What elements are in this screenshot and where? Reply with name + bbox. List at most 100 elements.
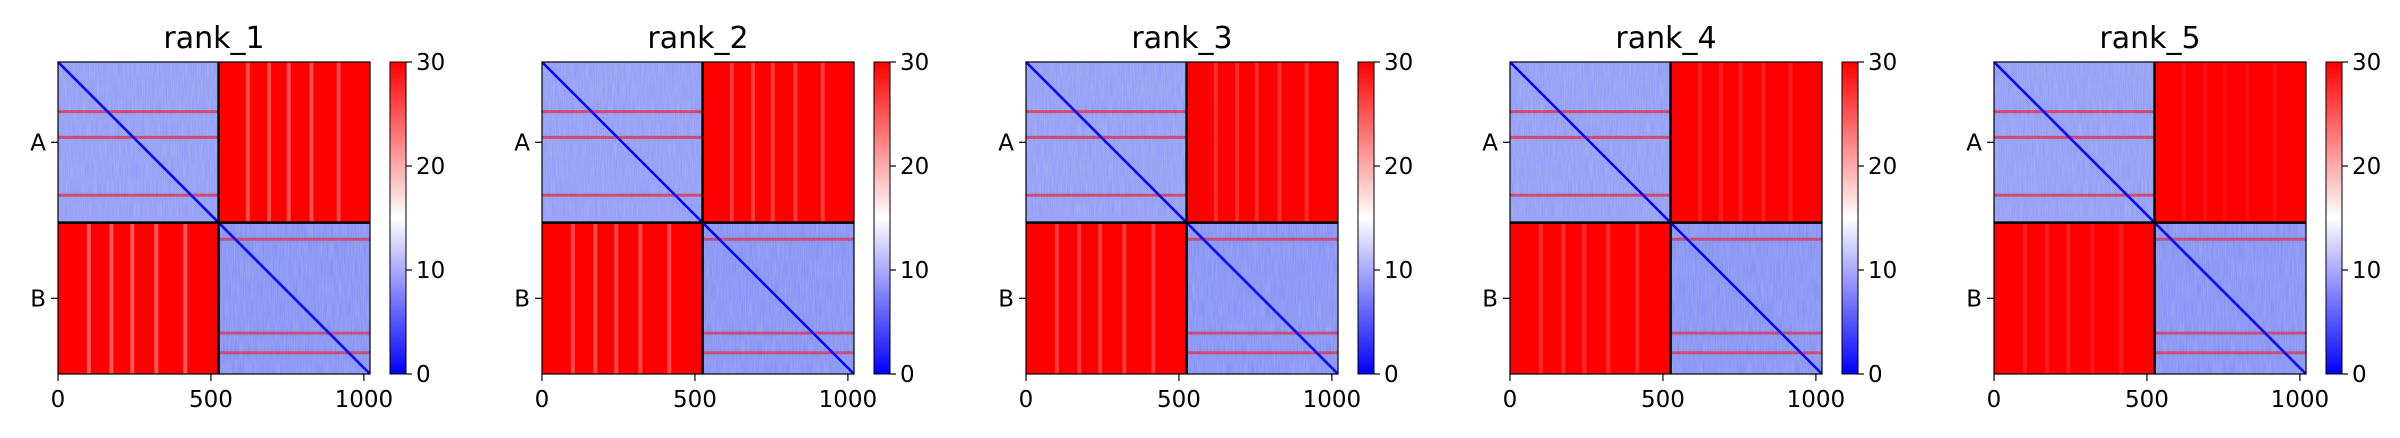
block-a-b	[1186, 62, 1338, 223]
block-a-b	[1670, 62, 1822, 223]
streak-ab-2	[286, 62, 291, 223]
band-b-1	[218, 331, 370, 335]
xtick-label: 500	[1157, 387, 1201, 413]
colorbar-gradient	[873, 61, 891, 375]
streak-ba-0	[1538, 222, 1543, 374]
panel-3: rank_3 A B 0 500 1000 0 10 20 30	[998, 21, 1413, 413]
block-b-a	[1510, 222, 1671, 374]
block-a-b	[2154, 62, 2306, 223]
xtick-label: 0	[1503, 387, 1518, 413]
band-a-1	[58, 135, 219, 139]
streak-ab-4	[820, 62, 825, 223]
colorbar: 0 10 20 30	[2325, 50, 2381, 388]
colorbar-tick-label: 0	[900, 362, 915, 388]
colorbar-tick-label: 10	[900, 258, 929, 284]
colorbar-gradient	[1841, 61, 1859, 375]
panel-title: rank_2	[647, 21, 748, 56]
streak-ab-4	[1788, 62, 1793, 223]
xtick-label: 0	[1987, 387, 2002, 413]
block-b-a	[58, 222, 219, 374]
band-a-0	[542, 110, 703, 114]
band-b-0	[2154, 237, 2306, 241]
ytick-label: A	[30, 130, 46, 156]
band-a-0	[58, 110, 219, 114]
xtick-label: 1000	[1303, 387, 1362, 413]
streak-ab-1	[267, 62, 272, 223]
xtick-label: 0	[535, 387, 550, 413]
streak-ba-0	[1054, 222, 1059, 374]
streak-ba-3	[638, 222, 643, 374]
streak-ba-3	[1606, 222, 1611, 374]
diagonal	[1993, 61, 2307, 375]
streak-ab-1	[2203, 62, 2208, 223]
block-b-a	[542, 222, 703, 374]
band-b-0	[218, 237, 370, 241]
colorbar-tick-label: 10	[1384, 258, 1413, 284]
band-b-2	[1670, 351, 1822, 355]
panel-4: rank_4 A B 0 500 1000 0 10 20 30	[1482, 21, 1897, 413]
band-a-1	[542, 135, 703, 139]
ytick-label: B	[514, 286, 530, 312]
colorbar-gradient	[1357, 61, 1375, 375]
diagonal	[1509, 61, 1823, 375]
ytick-label: A	[514, 130, 530, 156]
xtick-label: 500	[2125, 387, 2169, 413]
block-b-a	[1026, 222, 1187, 374]
panel-title: rank_4	[1615, 21, 1716, 56]
streak-ba-4	[1635, 222, 1640, 374]
block-a-b	[702, 62, 854, 223]
streak-ab-3	[2245, 62, 2250, 223]
colorbar-tick-label: 30	[1868, 50, 1897, 76]
panel-1: rank_1 A B 0 500 1000 0 10 20 30	[30, 21, 445, 413]
panel-title: rank_5	[2099, 21, 2200, 56]
band-b-1	[702, 331, 854, 335]
heatmap	[541, 61, 855, 375]
plot-frame	[1025, 61, 1339, 375]
colorbar: 0 10 20 30	[389, 50, 445, 388]
diagonal	[1025, 61, 1339, 375]
panel-title: rank_3	[1131, 21, 1232, 56]
streak-ab-0	[729, 62, 734, 223]
ytick-label: B	[1482, 286, 1498, 312]
band-b-2	[218, 351, 370, 355]
streak-ab-3	[793, 62, 798, 223]
heatmap	[1025, 61, 1339, 375]
band-a-2	[542, 193, 703, 197]
streak-ab-0	[1213, 62, 1218, 223]
colorbar-tick-label: 10	[416, 258, 445, 284]
colorbar: 0 10 20 30	[1357, 50, 1413, 388]
plot-frame	[1993, 61, 2307, 375]
heatmap	[1509, 61, 1823, 375]
band-a-2	[1994, 193, 2155, 197]
streak-ab-1	[1235, 62, 1240, 223]
block-b-a	[1994, 222, 2155, 374]
ytick-label: A	[998, 130, 1014, 156]
streak-ba-1	[109, 222, 114, 374]
xtick-label: 500	[189, 387, 233, 413]
band-a-0	[1510, 110, 1671, 114]
streak-ab-4	[2272, 62, 2277, 223]
streak-ab-2	[1254, 62, 1259, 223]
colorbar-gradient	[389, 61, 407, 375]
plot-frame	[1509, 61, 1823, 375]
panel-title: rank_1	[163, 21, 264, 56]
diagonal	[57, 61, 371, 375]
ytick-label: B	[30, 286, 46, 312]
colorbar-tick-label: 10	[2352, 258, 2381, 284]
colorbar-tick-label: 30	[1384, 50, 1413, 76]
band-a-1	[1994, 135, 2155, 139]
ytick-label: A	[1966, 130, 1982, 156]
streak-ab-2	[1738, 62, 1743, 223]
streak-ab-4	[1304, 62, 1309, 223]
colorbar-tick-label: 0	[1384, 362, 1399, 388]
streak-ba-2	[1582, 222, 1587, 374]
streak-ba-4	[1151, 222, 1156, 374]
streak-ba-1	[1077, 222, 1082, 374]
streak-ab-1	[751, 62, 756, 223]
colorbar-tick-label: 10	[1868, 258, 1897, 284]
streak-ba-2	[614, 222, 619, 374]
streak-ab-2	[2222, 62, 2227, 223]
streak-ba-4	[183, 222, 188, 374]
ytick-label: B	[1966, 286, 1982, 312]
